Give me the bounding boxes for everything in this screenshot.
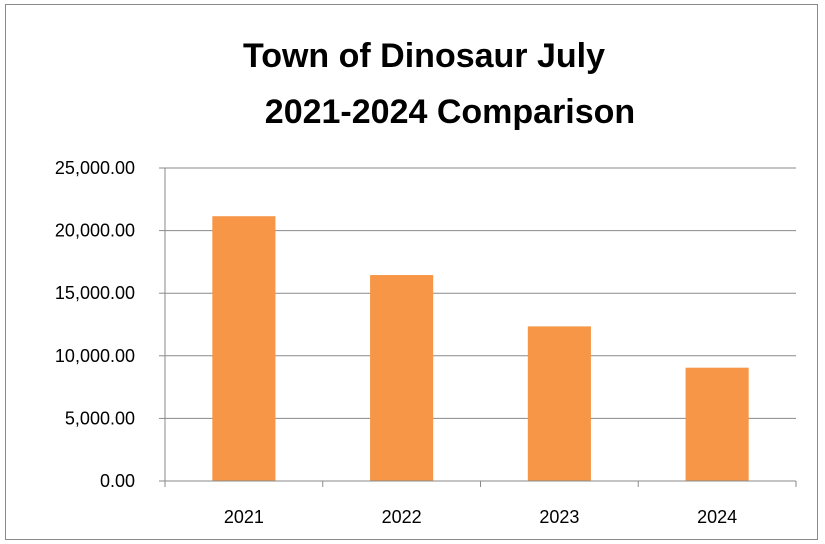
bar-2023 — [527, 326, 591, 481]
chart-title-line-1: Town of Dinosaur July — [243, 37, 605, 75]
axes — [159, 167, 797, 487]
y-tick-label-5: 25,000.00 — [55, 158, 135, 178]
bar-2022 — [370, 275, 434, 481]
x-tick-labels: 2021 2022 2023 2024 — [224, 507, 737, 527]
y-tick-label-4: 20,000.00 — [55, 221, 135, 241]
x-tick-label-2021: 2021 — [224, 507, 264, 527]
bar-2021 — [212, 216, 276, 481]
bars — [212, 216, 749, 481]
chart-title-line-2: 2021-2024 Comparison — [265, 93, 635, 131]
y-tick-label-1: 5,000.00 — [65, 408, 135, 428]
y-tick-label-0: 0.00 — [100, 471, 135, 491]
y-tick-label-3: 15,000.00 — [55, 283, 135, 303]
y-tick-label-2: 10,000.00 — [55, 346, 135, 366]
x-tick-label-2022: 2022 — [382, 507, 422, 527]
bar-2024 — [685, 367, 749, 481]
y-tick-labels: 0.00 5,000.00 10,000.00 15,000.00 20,000.00 2… — [55, 158, 135, 491]
x-tick-label-2023: 2023 — [539, 507, 579, 527]
x-tick-label-2024: 2024 — [697, 507, 737, 527]
